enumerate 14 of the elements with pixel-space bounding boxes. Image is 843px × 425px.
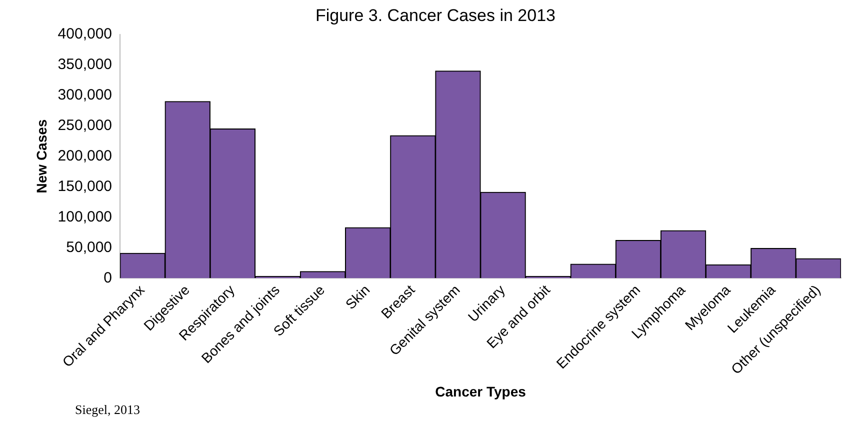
x-tick-label: Skin xyxy=(342,282,373,312)
y-tick-label: 50,000 xyxy=(66,238,112,256)
y-tick-label: 300,000 xyxy=(58,86,112,104)
y-tick-label: 0 xyxy=(104,269,112,286)
y-axis-title: New Cases xyxy=(33,119,50,194)
y-tick-label: 400,000 xyxy=(58,26,112,43)
y-tick-label: 350,000 xyxy=(58,56,112,74)
y-tick-label: 150,000 xyxy=(58,178,112,195)
text: Siegel, 2013 xyxy=(75,402,140,417)
x-axis-title: Cancer Types xyxy=(435,383,526,400)
y-tick-label: 100,000 xyxy=(58,208,112,226)
y-tick-label: 250,000 xyxy=(58,116,112,134)
chart-title: Figure 3. Cancer Cases in 2013 xyxy=(315,6,556,25)
y-tick-label: 200,000 xyxy=(58,147,112,164)
